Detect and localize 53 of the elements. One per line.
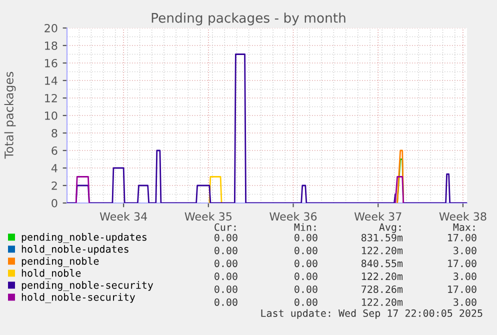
text: 3.00 [454,272,476,280]
y-tick-label: 10 [45,111,58,120]
x-tick-label: Week 35 [184,212,232,221]
legend-label: pending_noble-security [22,281,154,292]
text: Cur: [214,223,236,231]
text: 17.00 [448,234,476,242]
text: 0.00 [294,272,318,280]
x-tick-label: Week 38 [439,212,486,221]
y-tick-label: 8 [52,128,58,138]
y-tick-label: 2 [52,181,57,190]
text: 122.20m [362,246,403,254]
y-tick-label: 0 [52,198,58,208]
y-tick-label: 12 [45,94,57,102]
text: 122.20m [362,298,403,306]
text: 831.59m [361,234,403,242]
text: 0.00 [294,298,318,306]
x-tick-label: Week 37 [354,212,402,221]
text: Avg: [379,223,401,233]
text: Min: [294,223,316,231]
legend-label: pending_noble [22,257,99,268]
y-tick-label: 4 [51,164,58,172]
text: 0.00 [214,234,238,242]
text: 17.00 [448,285,476,294]
text: 3.00 [454,298,476,306]
y-tick-label: 14 [45,76,58,85]
text: 0.00 [214,272,238,280]
x-tick-label: Week 34 [100,212,147,221]
text: 0.00 [214,260,238,268]
y-tick-label: 20 [44,24,58,32]
y-tick-label: 18 [45,41,58,50]
text: 0.00 [294,234,318,242]
text: Max: [453,223,475,231]
text: 840.55m [361,260,403,268]
x-tick-label: Week 36 [270,212,317,221]
text: Last update: Wed Sep 17 22:00:05 2025 [261,309,482,319]
y-axis-title: Total packages [4,72,16,159]
text: 0.00 [294,285,318,294]
text: 0.00 [214,285,238,294]
y-tick-label: 16 [45,58,58,68]
legend-label: hold_noble-security [22,293,135,304]
legend-label: hold_noble [22,269,81,280]
y-tick-label: 6 [52,146,58,155]
text: 3.00 [454,246,476,254]
chart-title: Pending packages - by month [152,12,346,26]
text: 0.00 [294,246,318,254]
text: 0.00 [214,298,238,306]
text: 0.00 [294,260,318,268]
legend-label: hold_noble-updates [22,245,128,256]
text: 17.00 [448,260,476,268]
legend-label: pending_noble-updates [22,233,146,244]
text: 122.20m [362,272,403,280]
text: 728.26m [362,285,403,294]
text: 0.00 [214,246,238,254]
